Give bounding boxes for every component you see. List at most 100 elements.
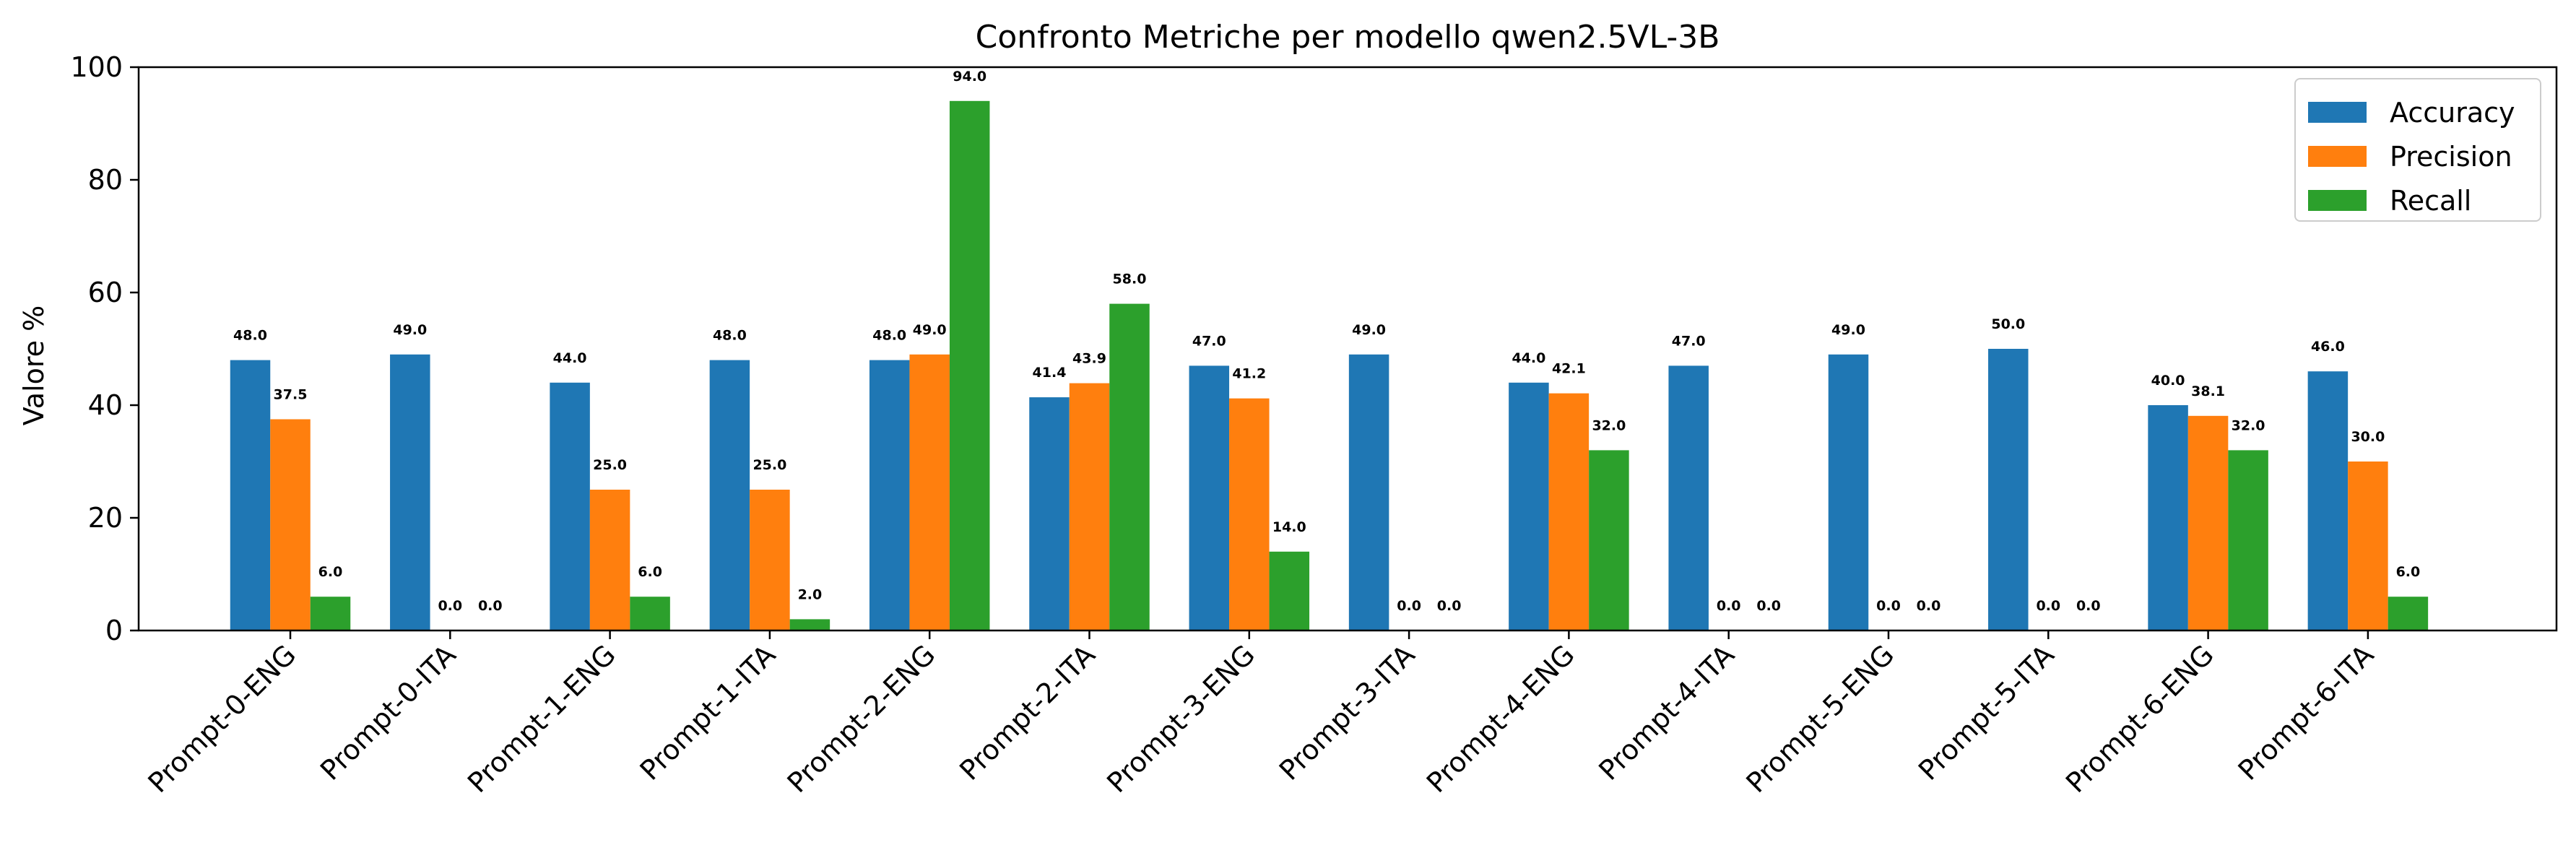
y-tick-label: 0 (105, 615, 123, 646)
y-axis-label: Valore % (18, 306, 50, 426)
chart-title: Confronto Metriche per modello qwen2.5VL… (976, 19, 1720, 56)
data-label-recall-prompt-6-eng: 32.0 (2232, 417, 2265, 433)
x-tick-label-prompt-3-ita: Prompt-3-ITA (1273, 638, 1421, 786)
bar-recall-prompt-0-eng (310, 597, 351, 630)
bar-accuracy-prompt-1-ita (709, 360, 750, 630)
data-label-precision-prompt-2-eng: 49.0 (913, 322, 947, 338)
data-label-accuracy-prompt-6-ita: 46.0 (2311, 339, 2345, 355)
data-label-precision-prompt-5-eng: 0.0 (1876, 598, 1901, 614)
data-label-accuracy-prompt-2-eng: 48.0 (872, 328, 906, 344)
y-tick-label: 20 (88, 502, 123, 534)
data-label-recall-prompt-5-eng: 0.0 (1917, 598, 1941, 614)
bars-layer (230, 100, 2429, 631)
x-tick-label-prompt-0-eng: Prompt-0-ENG (142, 638, 302, 799)
data-label-precision-prompt-6-eng: 38.1 (2191, 384, 2225, 399)
legend-label-recall: Recall (2390, 185, 2471, 217)
data-label-accuracy-prompt-3-eng: 47.0 (1192, 333, 1226, 349)
bar-recall-prompt-1-ita (789, 619, 831, 630)
bar-recall-prompt-4-eng (1589, 450, 1629, 630)
bar-precision-prompt-0-eng (270, 419, 311, 630)
bar-precision-prompt-2-eng (909, 354, 950, 630)
data-label-accuracy-prompt-5-ita: 50.0 (1991, 316, 2025, 332)
bar-accuracy-prompt-5-eng (1828, 354, 1869, 630)
bar-recall-prompt-2-eng (949, 100, 990, 631)
data-label-precision-prompt-4-ita: 0.0 (1717, 598, 1741, 614)
data-label-precision-prompt-0-ita: 0.0 (438, 598, 462, 614)
x-tick-label-prompt-6-ita: Prompt-6-ITA (2232, 638, 2380, 786)
bar-accuracy-prompt-0-ita (390, 354, 430, 630)
data-label-accuracy-prompt-0-ita: 49.0 (393, 322, 427, 338)
legend: Accuracy Precision Recall (2294, 78, 2541, 222)
data-label-accuracy-prompt-4-eng: 44.0 (1512, 350, 1545, 366)
data-label-recall-prompt-0-eng: 6.0 (318, 564, 343, 580)
y-tick-label: 80 (88, 164, 123, 196)
bar-accuracy-prompt-0-eng (230, 360, 271, 630)
data-label-accuracy-prompt-4-ita: 47.0 (1672, 333, 1706, 349)
data-label-precision-prompt-1-ita: 25.0 (753, 457, 786, 473)
bar-precision-prompt-6-ita (2348, 462, 2388, 630)
data-label-recall-prompt-1-ita: 2.0 (798, 586, 823, 602)
legend-swatch-recall (2308, 190, 2367, 211)
data-label-recall-prompt-2-ita: 58.0 (1113, 272, 1147, 287)
data-label-recall-prompt-5-ita: 0.0 (2076, 598, 2101, 614)
data-label-accuracy-prompt-0-eng: 48.0 (233, 328, 267, 344)
data-label-precision-prompt-1-eng: 25.0 (593, 457, 627, 473)
bar-recall-prompt-6-eng (2228, 450, 2268, 630)
bar-accuracy-prompt-4-eng (1509, 382, 1549, 630)
bar-accuracy-prompt-2-ita (1029, 397, 1070, 630)
data-label-precision-prompt-5-ita: 0.0 (2036, 598, 2060, 614)
data-labels-layer: 48.0 37.5 6.0 49.0 0.0 0.0 44.0 25.0 6.0 48.0 25.0… (233, 69, 2420, 614)
bar-accuracy-prompt-4-ita (1668, 365, 1709, 630)
legend-swatch-precision (2308, 146, 2367, 167)
x-tick-label-prompt-1-eng: Prompt-1-ENG (461, 638, 622, 799)
bar-recall-prompt-1-eng (630, 597, 670, 630)
bar-precision-prompt-3-eng (1229, 398, 1270, 630)
bar-accuracy-prompt-1-eng (550, 382, 590, 630)
x-tick-label-prompt-1-ita: Prompt-1-ITA (634, 638, 782, 786)
x-tick-label-prompt-0-ita: Prompt-0-ITA (314, 638, 462, 786)
data-label-recall-prompt-1-eng: 6.0 (638, 564, 662, 580)
bar-accuracy-prompt-3-ita (1348, 354, 1389, 630)
legend-label-precision: Precision (2390, 141, 2512, 173)
bar-accuracy-prompt-2-eng (869, 360, 910, 630)
data-label-recall-prompt-0-ita: 0.0 (478, 598, 503, 614)
bar-precision-prompt-4-eng (1548, 393, 1590, 630)
data-label-precision-prompt-0-eng: 37.5 (274, 387, 308, 403)
x-tick-label-prompt-4-ita: Prompt-4-ITA (1592, 638, 1740, 786)
data-label-recall-prompt-4-ita: 0.0 (1756, 598, 1781, 614)
bar-precision-prompt-2-ita (1069, 383, 1110, 630)
x-tick-label-prompt-6-eng: Prompt-6-ENG (2060, 638, 2220, 799)
bar-accuracy-prompt-6-ita (2307, 371, 2349, 630)
x-tick-label-prompt-5-ita: Prompt-5-ITA (1912, 638, 2060, 786)
bar-recall-prompt-3-eng (1269, 551, 1310, 630)
plot-frame (137, 66, 2558, 632)
bar-accuracy-prompt-6-eng (2148, 405, 2188, 630)
data-label-precision-prompt-4-eng: 42.1 (1552, 361, 1586, 377)
bar-precision-prompt-1-ita (750, 490, 790, 630)
bar-accuracy-prompt-5-ita (1988, 349, 2029, 630)
legend-label-accuracy: Accuracy (2390, 97, 2515, 129)
bar-recall-prompt-2-ita (1109, 303, 1150, 630)
data-label-accuracy-prompt-1-eng: 44.0 (553, 350, 587, 366)
data-label-accuracy-prompt-3-ita: 49.0 (1352, 322, 1386, 338)
data-label-recall-prompt-4-eng: 32.0 (1592, 417, 1626, 433)
bar-precision-prompt-6-eng (2187, 415, 2229, 630)
x-tick-label-prompt-4-eng: Prompt-4-ENG (1421, 638, 1581, 799)
legend-swatch-accuracy (2308, 102, 2367, 123)
x-tick-label-prompt-2-ita: Prompt-2-ITA (953, 638, 1101, 786)
bar-recall-prompt-6-ita (2388, 597, 2429, 630)
data-label-precision-prompt-2-ita: 43.9 (1072, 351, 1106, 367)
data-label-precision-prompt-6-ita: 30.0 (2351, 429, 2385, 445)
x-tick-label-prompt-2-eng: Prompt-2-ENG (781, 638, 942, 799)
bar-precision-prompt-1-eng (589, 490, 630, 630)
data-label-accuracy-prompt-2-ita: 41.4 (1033, 365, 1067, 381)
data-label-recall-prompt-3-ita: 0.0 (1437, 598, 1462, 614)
data-label-accuracy-prompt-1-ita: 48.0 (713, 328, 747, 344)
y-tick-label: 100 (70, 51, 123, 83)
bar-accuracy-prompt-3-eng (1189, 365, 1230, 630)
data-label-accuracy-prompt-6-eng: 40.0 (2151, 373, 2185, 389)
data-label-precision-prompt-3-eng: 41.2 (1232, 366, 1266, 382)
data-label-recall-prompt-2-eng: 94.0 (953, 69, 986, 84)
